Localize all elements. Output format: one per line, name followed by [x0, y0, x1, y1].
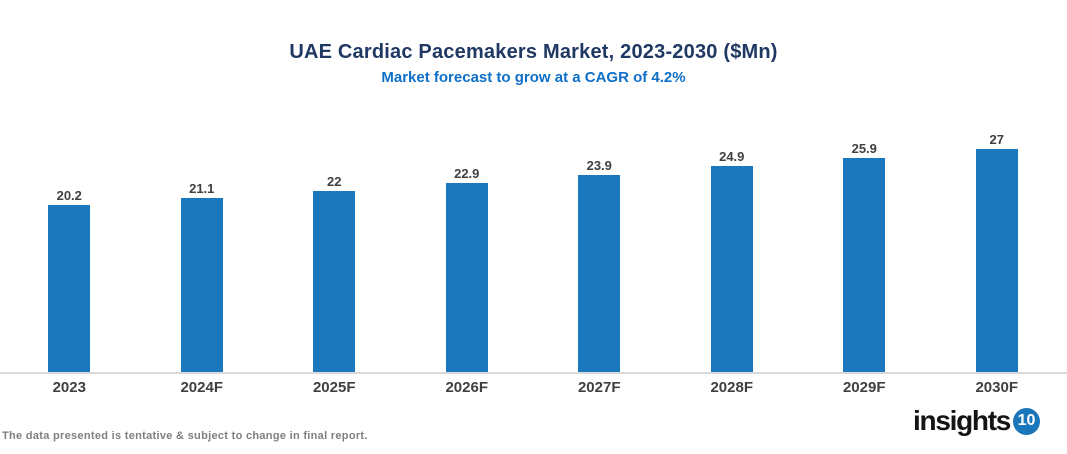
bar-value-label: 21.1 — [189, 180, 215, 196]
x-axis-line — [0, 372, 1067, 374]
logo-badge-icon: 10 — [1013, 407, 1040, 435]
bar — [445, 183, 488, 373]
x-axis-label: 2025F — [312, 379, 356, 396]
bar-value-label: 22 — [327, 173, 342, 189]
bar — [48, 205, 91, 373]
bar-value-label: 20.2 — [56, 188, 82, 204]
bar-column: 22.9 — [401, 167, 534, 373]
logo-wordmark: insights — [913, 405, 1011, 436]
bar-column: 21.1 — [136, 182, 269, 373]
x-axis-label: 2023 — [52, 379, 86, 396]
plot-area: 20.2 21.1 22 22.9 23.9 24.9 25.9 27 — [3, 0, 1063, 373]
x-axis-labels: 2023 2024F 2025F 2026F 2027F 2028F 2029F 2030F — [3, 379, 1063, 396]
x-axis-label: 2027F — [577, 379, 621, 396]
bar-column: 25.9 — [798, 142, 931, 373]
x-axis-label: 2030F — [975, 379, 1019, 396]
insights10-logo: insights 10 — [913, 407, 1040, 435]
bar — [975, 149, 1018, 373]
bar — [843, 158, 886, 373]
chart-title: UAE Cardiac Pacemakers Market, 2023-2030… — [289, 41, 778, 63]
bar-column: 24.9 — [666, 150, 799, 373]
x-axis-label: 2028F — [710, 379, 754, 396]
bar-column: 23.9 — [533, 159, 666, 373]
bar-value-label: 22.9 — [454, 166, 480, 181]
x-axis-label: 2024F — [180, 379, 224, 396]
bar-value-label: 24.9 — [719, 149, 745, 165]
bar-column: 27 — [931, 133, 1064, 373]
bar — [578, 174, 621, 373]
chart-subtitle: Market forecast to grow at a CAGR of 4.2… — [381, 69, 686, 86]
bar-column: 22 — [268, 173, 401, 373]
bar-value-label: 23.9 — [586, 157, 612, 173]
x-axis-label: 2029F — [842, 379, 886, 396]
bar — [180, 197, 223, 373]
bar — [710, 166, 753, 373]
bar-column: 20.2 — [3, 189, 136, 373]
footer-disclaimer: The data presented is tentative & subjec… — [2, 430, 368, 442]
bar — [313, 190, 356, 373]
bar-value-label: 27 — [989, 132, 1004, 147]
bar-value-label: 25.9 — [851, 141, 877, 157]
x-axis-label: 2026F — [445, 379, 489, 396]
